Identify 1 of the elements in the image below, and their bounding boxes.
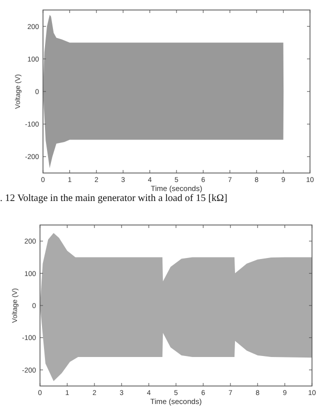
text: . 12 Voltage in the main generator with a load of 15 [kΩ] — [0, 193, 228, 204]
